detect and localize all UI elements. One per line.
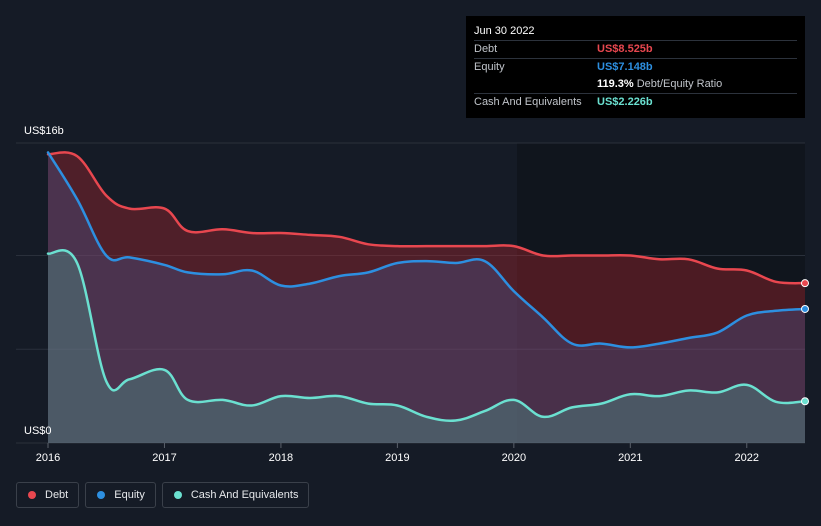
tooltip-equity-label: Equity (474, 61, 505, 73)
x-tick-label: 2019 (385, 452, 409, 464)
debt-area (48, 152, 805, 443)
y-axis-top-label: US$16b (24, 125, 64, 137)
chart-legend: Debt Equity Cash And Equivalents (16, 482, 310, 508)
series-areas (48, 152, 805, 443)
legend-label-debt: Debt (45, 489, 69, 501)
tooltip-equity-row: Equity US$7.148b (474, 58, 797, 76)
legend-dot-equity (97, 491, 106, 499)
tooltip-cash-value: US$2.226b (597, 96, 653, 108)
debt-end-point (801, 279, 809, 288)
equity-end-point (801, 304, 809, 313)
cash-and-equivalents-line (46, 249, 807, 422)
tooltip-cash-row: Cash And Equivalents US$2.226b (474, 93, 797, 111)
tooltip-ratio-row: 119.3% Debt/Equity Ratio (474, 76, 797, 93)
legend-item-debt[interactable]: Debt (16, 482, 80, 508)
series-endpoints (801, 279, 809, 406)
x-axis-ticks: 2016 2017 2018 2019 2020 2021 2022 (36, 443, 759, 464)
cash-and-equivalents-area (48, 250, 805, 443)
x-tick-label: 2016 (36, 452, 60, 464)
equity-line (46, 151, 807, 349)
legend-label-cash: Cash And Equivalents (190, 489, 299, 501)
x-tick-label: 2022 (735, 452, 759, 464)
x-tick-label: 2020 (502, 452, 526, 464)
grid (16, 142, 805, 444)
legend-item-equity[interactable]: Equity (85, 482, 156, 508)
y-axis-bottom-label: US$0 (24, 425, 52, 437)
future-shade (517, 143, 805, 443)
tooltip-debt-row: Debt US$8.525b (474, 40, 797, 58)
tooltip-ratio-value: 119.3% (597, 78, 634, 90)
chart-tooltip: Jun 30 2022 Debt US$8.525b Equity US$7.1… (466, 16, 805, 118)
legend-item-cash[interactable]: Cash And Equivalents (161, 482, 310, 508)
legend-dot-cash (173, 491, 182, 499)
tooltip-cash-label: Cash And Equivalents (474, 96, 582, 108)
series-lines (46, 151, 807, 422)
x-tick-label: 2021 (618, 452, 642, 464)
equity-area (48, 152, 805, 443)
legend-dot-debt (28, 491, 36, 499)
debt-line (46, 151, 807, 285)
x-tick-label: 2018 (269, 452, 293, 464)
x-tick-label: 2017 (152, 452, 176, 464)
tooltip-equity-value: US$7.148b (597, 61, 653, 73)
tooltip-debt-value: US$8.525b (597, 43, 653, 55)
tooltip-date: Jun 30 2022 (474, 25, 535, 37)
tooltip-ratio-label: Debt/Equity Ratio (636, 78, 723, 90)
tooltip-debt-label: Debt (474, 43, 498, 55)
legend-label-equity: Equity (114, 489, 145, 501)
cash-and-equivalents-end-point (801, 397, 809, 406)
